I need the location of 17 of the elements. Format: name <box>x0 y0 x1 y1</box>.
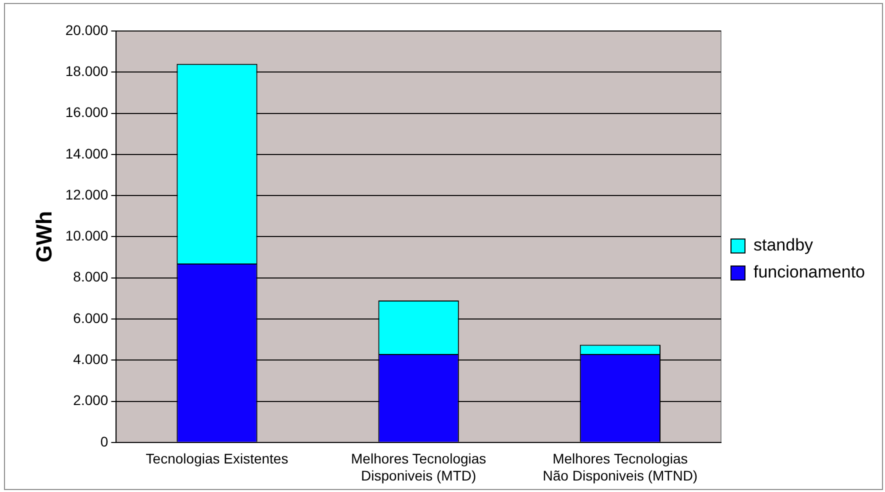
y-tick-label: 10.000 <box>65 228 108 244</box>
y-axis-title: GWh <box>31 211 56 262</box>
y-tick-label: 4.000 <box>73 350 108 367</box>
y-tick-label: 20.000 <box>65 22 108 38</box>
y-tick-label: 8.000 <box>73 268 108 285</box>
y-tick-label: 2.000 <box>73 392 108 408</box>
x-tick-label: Melhores Tecnologias Disponiveis (MTD) <box>351 450 486 484</box>
y-tick-label: 16.000 <box>65 104 108 120</box>
legend-label: funcionamento <box>753 262 866 282</box>
y-tick-label: 12.000 <box>65 186 108 202</box>
y-tick-label: 14.000 <box>65 145 108 162</box>
y-tick-label: 18.000 <box>65 63 108 79</box>
y-tick-label: 0 <box>100 433 108 450</box>
x-tick-label: Melhores Tecnologias Não Disponiveis (MTND) <box>542 450 698 484</box>
legend-label: standby <box>753 236 814 255</box>
x-tick-label: Tecnologias Existentes <box>146 450 288 467</box>
y-tick-label: 6.000 <box>73 310 108 326</box>
